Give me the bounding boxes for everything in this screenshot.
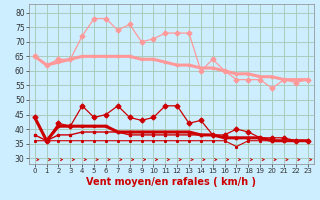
X-axis label: Vent moyen/en rafales ( km/h ): Vent moyen/en rafales ( km/h ) [86, 177, 256, 187]
